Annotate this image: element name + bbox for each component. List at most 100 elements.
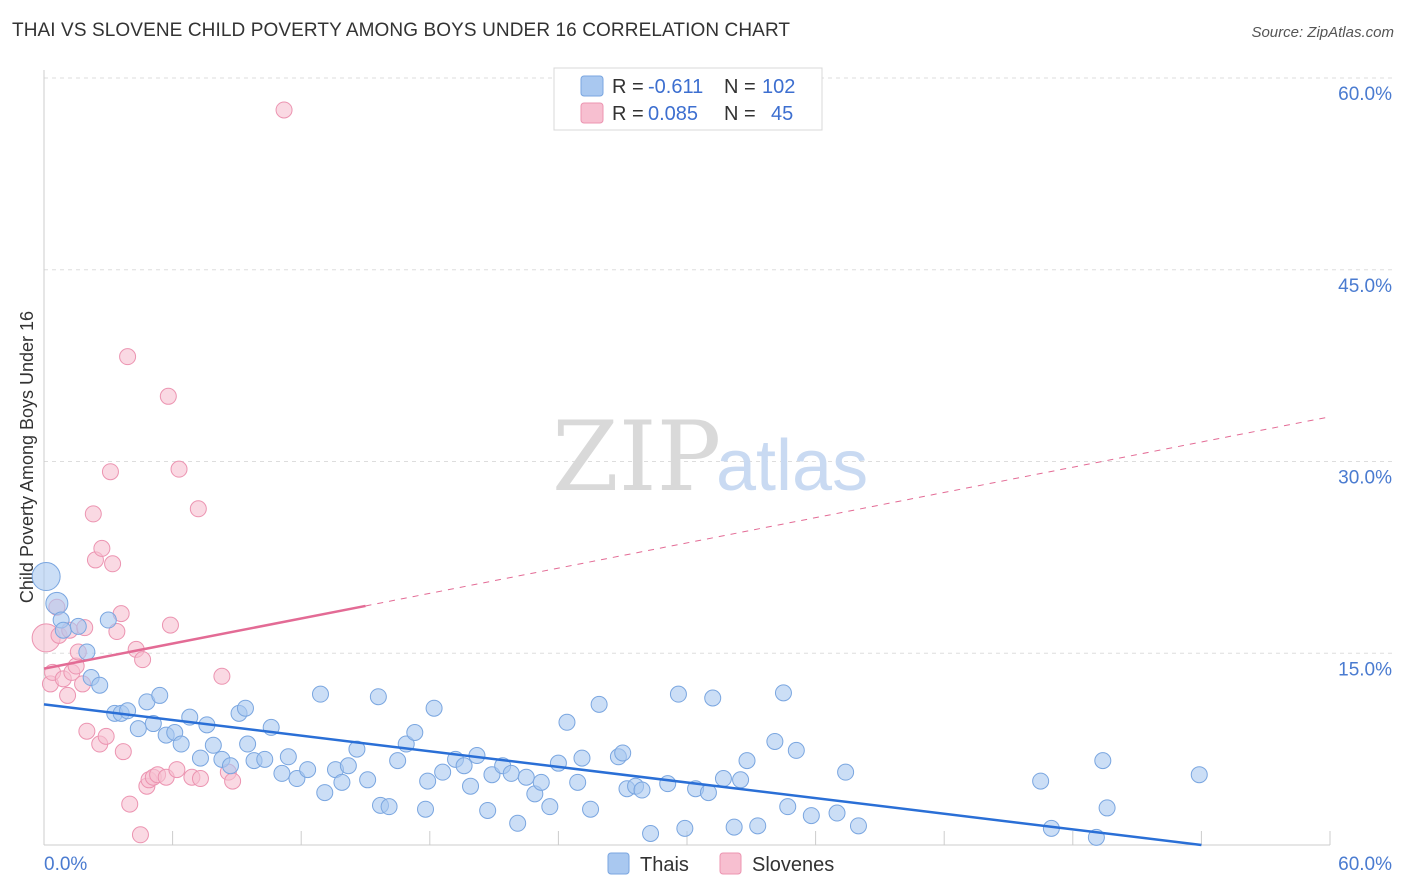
- thai-point[interactable]: [590, 695, 608, 713]
- thai-point[interactable]: [417, 800, 435, 818]
- slovene-point[interactable]: [189, 500, 207, 518]
- thai-point[interactable]: [316, 784, 334, 802]
- thai-point[interactable]: [738, 752, 756, 770]
- thai-point[interactable]: [558, 713, 576, 731]
- thai-point[interactable]: [725, 818, 743, 836]
- slovene-point[interactable]: [213, 667, 231, 685]
- thai-point[interactable]: [389, 752, 407, 770]
- thai-point[interactable]: [1190, 766, 1208, 784]
- thai-point[interactable]: [419, 772, 437, 790]
- slovene-point[interactable]: [191, 770, 209, 788]
- thai-point[interactable]: [849, 817, 867, 835]
- thai-point[interactable]: [99, 611, 117, 629]
- thai-point[interactable]: [614, 744, 632, 762]
- thai-point[interactable]: [339, 757, 357, 775]
- thai-point[interactable]: [425, 699, 443, 717]
- slovene-point[interactable]: [93, 539, 111, 557]
- thai-point[interactable]: [766, 732, 784, 750]
- thai-point[interactable]: [406, 724, 424, 742]
- thai-point[interactable]: [380, 798, 398, 816]
- thais-legend-swatch[interactable]: [607, 852, 630, 875]
- source-credit: Source: ZipAtlas.com: [1251, 24, 1394, 41]
- thai-point[interactable]: [129, 720, 147, 738]
- thais-legend-label[interactable]: Thais: [640, 854, 689, 876]
- x-tick-marks: [172, 831, 1331, 845]
- thai-point[interactable]: [279, 748, 297, 766]
- slovene-point[interactable]: [97, 727, 115, 745]
- thai-point[interactable]: [31, 562, 61, 592]
- thai-point[interactable]: [642, 824, 660, 842]
- thai-point[interactable]: [204, 736, 222, 754]
- slovene-point[interactable]: [114, 743, 132, 761]
- thai-point[interactable]: [676, 819, 694, 837]
- thai-point[interactable]: [144, 715, 162, 733]
- thai-point[interactable]: [239, 735, 257, 753]
- slovene-point[interactable]: [121, 795, 139, 813]
- slovene-point[interactable]: [134, 651, 152, 669]
- thai-point[interactable]: [714, 770, 732, 788]
- thai-point[interactable]: [151, 686, 169, 704]
- thai-n-value: 102: [762, 76, 795, 98]
- thai-point[interactable]: [78, 643, 96, 661]
- thai-point[interactable]: [299, 761, 317, 779]
- slovene-point[interactable]: [104, 555, 122, 573]
- slovene-point[interactable]: [159, 387, 177, 405]
- thai-point[interactable]: [172, 735, 190, 753]
- thai-point[interactable]: [191, 749, 209, 767]
- slovene-point[interactable]: [131, 826, 149, 844]
- thai-point[interactable]: [434, 763, 452, 781]
- slovene-point[interactable]: [84, 505, 102, 523]
- thai-point[interactable]: [787, 741, 805, 759]
- slovene-point[interactable]: [168, 761, 186, 779]
- thai-point[interactable]: [273, 764, 291, 782]
- thai-point[interactable]: [749, 817, 767, 835]
- thai-point[interactable]: [311, 685, 329, 703]
- thai-point[interactable]: [779, 798, 797, 816]
- slovene-point[interactable]: [59, 686, 77, 704]
- slovene-point[interactable]: [161, 616, 179, 634]
- thai-point[interactable]: [541, 798, 559, 816]
- slovenes-legend-label[interactable]: Slovenes: [752, 854, 834, 876]
- slovenes-legend-swatch[interactable]: [719, 852, 742, 875]
- slovene-point[interactable]: [78, 722, 96, 740]
- thai-point[interactable]: [54, 621, 72, 639]
- thai-point[interactable]: [369, 688, 387, 706]
- thai-point[interactable]: [69, 617, 87, 635]
- thai-point[interactable]: [236, 699, 254, 717]
- thai-point[interactable]: [1094, 752, 1112, 770]
- thai-point[interactable]: [732, 771, 750, 789]
- slovene-point[interactable]: [224, 772, 242, 790]
- thai-point[interactable]: [582, 800, 600, 818]
- thai-point[interactable]: [333, 773, 351, 791]
- thai-point[interactable]: [479, 801, 497, 819]
- thai-point[interactable]: [462, 777, 480, 795]
- thai-point[interactable]: [837, 763, 855, 781]
- thai-point[interactable]: [502, 764, 520, 782]
- thai-point[interactable]: [828, 804, 846, 822]
- thai-point[interactable]: [659, 775, 677, 793]
- thai-point[interactable]: [91, 676, 109, 694]
- thai-point[interactable]: [348, 740, 366, 758]
- slovene-point[interactable]: [170, 460, 188, 478]
- slovene-point[interactable]: [119, 348, 137, 366]
- thai-point[interactable]: [1032, 772, 1050, 790]
- thai-point[interactable]: [774, 684, 792, 702]
- thai-point[interactable]: [517, 768, 535, 786]
- thai-point[interactable]: [256, 750, 274, 768]
- thai-point[interactable]: [669, 685, 687, 703]
- thai-point[interactable]: [532, 773, 550, 791]
- slovene-point[interactable]: [101, 463, 119, 481]
- thai-point[interactable]: [359, 771, 377, 789]
- slovene-point[interactable]: [108, 623, 126, 641]
- thai-point[interactable]: [509, 814, 527, 832]
- thai-point[interactable]: [704, 689, 722, 707]
- thai-point[interactable]: [633, 781, 651, 799]
- thai-point[interactable]: [573, 749, 591, 767]
- thai-point[interactable]: [221, 757, 239, 775]
- thai-point[interactable]: [455, 757, 473, 775]
- thai-point[interactable]: [802, 807, 820, 825]
- thai-point[interactable]: [1098, 799, 1116, 817]
- thai-point[interactable]: [45, 591, 69, 615]
- thai-point[interactable]: [569, 773, 587, 791]
- slovene-point[interactable]: [275, 101, 293, 119]
